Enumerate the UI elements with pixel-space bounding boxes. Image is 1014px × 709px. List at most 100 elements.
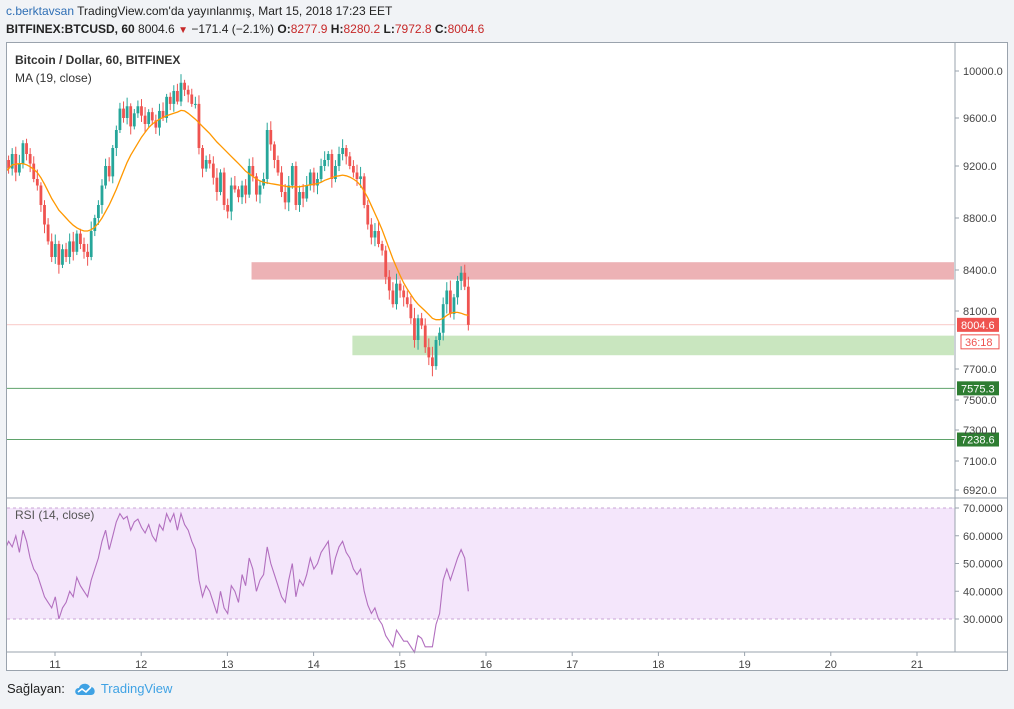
tradingview-cloud-icon — [75, 683, 95, 695]
candle-body — [237, 189, 240, 198]
price-tick-label: 9200.0 — [963, 161, 997, 173]
candle-body — [445, 290, 449, 305]
rsi-tick-label: 70.0000 — [963, 503, 1003, 515]
candle-body — [269, 130, 273, 145]
candle-body — [168, 96, 172, 104]
candle-body — [100, 185, 104, 205]
rsi-tick-label: 40.0000 — [963, 586, 1003, 598]
ohlc-high-label: H: — [330, 22, 344, 36]
price-label: 8004.6 — [961, 320, 995, 332]
time-tick-label: 20 — [825, 659, 837, 670]
candle-body — [384, 250, 388, 277]
candle-body — [427, 347, 431, 358]
ohlc-open-value: 8277.9 — [290, 22, 328, 36]
candle-body — [53, 244, 57, 257]
candle-body — [46, 224, 50, 242]
candle-body — [395, 283, 398, 305]
ma-legend: MA (19, close) — [15, 71, 92, 85]
level-label-box — [957, 432, 999, 447]
price-tick-label: 7700.0 — [963, 364, 997, 376]
candle-body — [369, 224, 373, 238]
candle-body — [129, 106, 133, 127]
level-label: 7575.3 — [961, 383, 995, 395]
time-tick-label: 19 — [738, 659, 750, 670]
candle-body — [25, 143, 28, 154]
price-tick-label: 8100.0 — [963, 306, 997, 318]
candle-body — [434, 340, 438, 367]
candle-body — [114, 130, 118, 148]
candle-body — [161, 110, 165, 118]
candle-body — [222, 172, 226, 205]
level-label-box — [957, 381, 999, 396]
author-link[interactable]: c.berktavsan — [6, 4, 75, 18]
candle-body — [104, 166, 107, 186]
candle-body — [409, 304, 413, 319]
candle-body — [147, 112, 151, 124]
candle-body — [391, 290, 395, 305]
axis-layer: 10000.0 9600.0 9200.0 8800.0 8400.0 8100.0 770… — [7, 43, 1007, 671]
candle-body — [405, 297, 409, 305]
candle-body — [68, 241, 72, 257]
candle-body — [150, 112, 154, 121]
chart-container[interactable]: 7575.3 7238.6 8004.6 36:18 10000.0 9600.0 920… — [3, 42, 1008, 671]
time-tick-label: 16 — [480, 659, 492, 670]
rsi-tick-label: 30.0000 — [963, 614, 1003, 626]
candle-body — [298, 192, 301, 205]
candle-body — [86, 251, 90, 257]
candle-body — [459, 272, 463, 281]
price-tick-label: 9600.0 — [963, 113, 997, 125]
candle-body — [431, 357, 434, 367]
candle-body — [283, 192, 287, 203]
rsi-layer — [4, 507, 955, 654]
candle-body — [316, 179, 319, 186]
candle-body — [255, 176, 258, 195]
candle-body — [348, 156, 352, 166]
chart-svg[interactable]: 7575.3 7238.6 8004.6 36:18 10000.0 9600.0 920… — [3, 43, 1007, 671]
candle-body — [423, 325, 427, 348]
ohlc-high-value: 8280.2 — [343, 22, 381, 36]
candle-body — [463, 272, 467, 287]
last-price: 8004.6 — [138, 22, 175, 36]
time-tick-label: 18 — [652, 659, 664, 670]
candle-body — [351, 166, 355, 173]
candle-body — [359, 176, 362, 179]
candle-body — [290, 166, 294, 186]
rsi-legend: RSI (14, close) — [15, 508, 94, 522]
candle-body — [197, 103, 201, 148]
candle-body — [344, 148, 348, 157]
candle-body — [337, 154, 341, 166]
candle-body — [190, 94, 194, 104]
time-tick-label: 13 — [221, 659, 233, 670]
time-tick-label: 21 — [911, 659, 923, 670]
candle-body — [247, 166, 251, 195]
candle-body — [265, 130, 269, 179]
candle-body — [140, 106, 143, 116]
candle-body — [226, 205, 230, 212]
footer: Sağlayan: TradingView — [7, 681, 172, 696]
candle-body — [211, 163, 215, 178]
candle-body — [201, 148, 204, 169]
levels-layer: 7575.3 7238.6 8004.6 36:18 — [7, 317, 1000, 447]
time-tick-label: 15 — [394, 659, 406, 670]
candle-body — [312, 172, 316, 186]
candle-body — [14, 154, 18, 173]
tradingview-logo[interactable]: TradingView — [73, 681, 172, 696]
candle-body — [251, 166, 255, 177]
candle-body — [229, 185, 233, 212]
time-tick-label: 14 — [307, 659, 319, 670]
rsi-tick-label: 60.0000 — [963, 531, 1003, 543]
countdown-box — [960, 334, 1000, 350]
resistance-zone — [251, 262, 954, 280]
candle-body — [258, 185, 262, 195]
candle-body — [89, 231, 93, 257]
candle-body — [204, 160, 208, 169]
candle-body — [111, 148, 115, 177]
candle-body — [215, 177, 219, 192]
level-label: 7238.6 — [961, 435, 995, 447]
price-tick-label: 7300.0 — [963, 425, 997, 437]
candle-body — [122, 108, 125, 118]
credit-label: Sağlayan: — [7, 681, 65, 696]
candle-body — [136, 106, 140, 114]
countdown-label: 36:18 — [965, 337, 993, 349]
candle-body — [466, 286, 470, 325]
